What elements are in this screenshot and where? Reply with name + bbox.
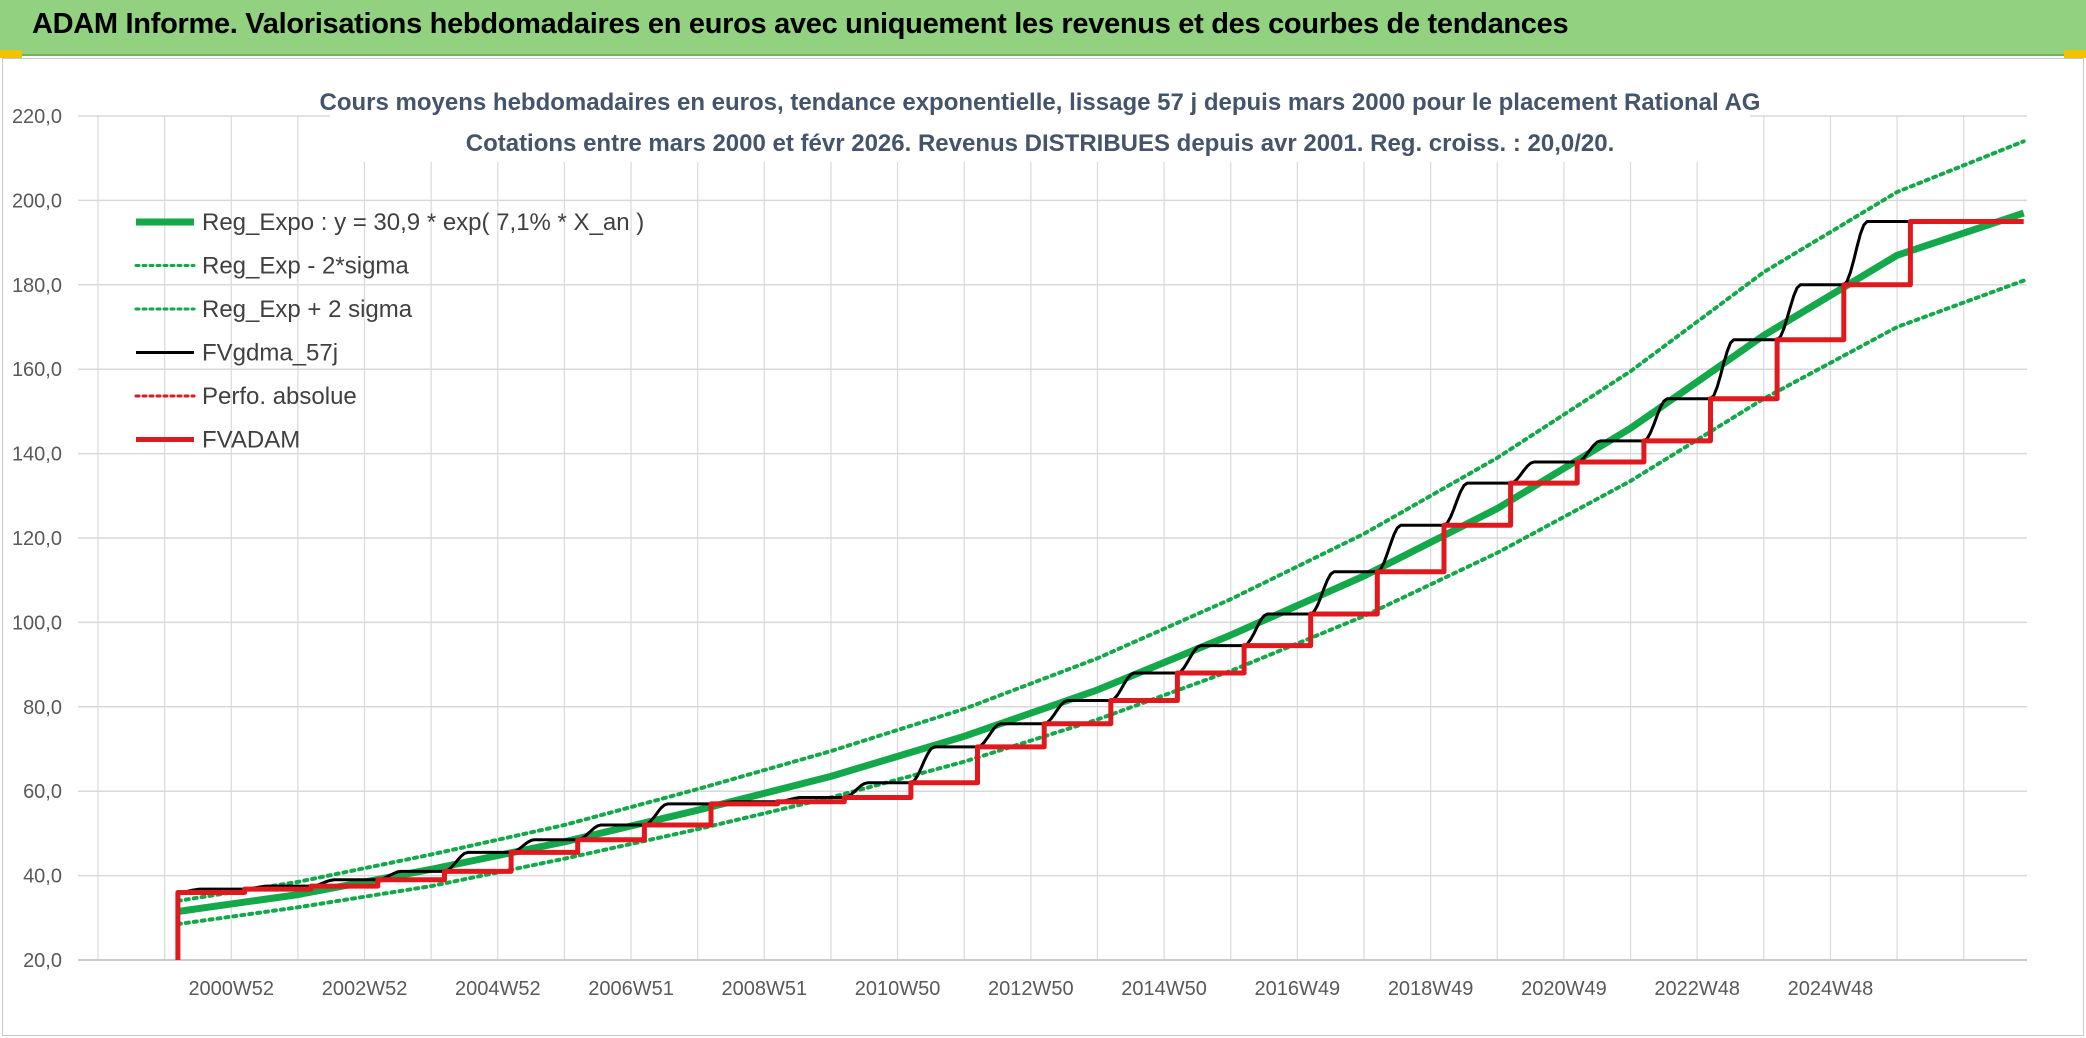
series-line-3 xyxy=(177,220,1977,894)
legend-label: Reg_Exp - 2*sigma xyxy=(202,253,409,280)
chart-subtitle: Cotations entre mars 2000 et févr 2026. … xyxy=(466,130,1615,157)
x-tick-label: 2018W49 xyxy=(1388,978,1474,1000)
series-line-2 xyxy=(175,139,2026,903)
x-tick-label: 2008W51 xyxy=(722,978,808,1000)
grid-lines xyxy=(78,115,2027,961)
y-tick-label: 100,0 xyxy=(12,612,62,634)
chart-frame xyxy=(2,58,2084,1036)
series-line-5 xyxy=(175,219,2024,960)
series-line-0 xyxy=(177,209,2025,915)
title-background xyxy=(330,80,1750,162)
x-tick-label: 2002W52 xyxy=(322,978,408,1000)
x-tick-label: 2012W50 xyxy=(988,978,1074,1000)
x-tick-label: 2022W48 xyxy=(1654,978,1740,1000)
y-tick-label: 20,0 xyxy=(23,950,62,972)
chart-legend: Reg_Expo : y = 30,9 * exp( 7,1% * X_an )… xyxy=(134,209,644,454)
y-tick-label: 140,0 xyxy=(12,444,62,466)
y-tick-label: 220,0 xyxy=(12,106,62,128)
x-tick-label: 2000W52 xyxy=(188,978,274,1000)
y-tick-label: 200,0 xyxy=(12,190,62,212)
legend-label: Reg_Exp + 2 sigma xyxy=(202,296,413,323)
x-tick-label: 2010W50 xyxy=(855,978,941,1000)
corner-marker-left xyxy=(0,50,22,58)
y-tick-label: 40,0 xyxy=(23,866,62,888)
x-tick-label: 2020W49 xyxy=(1521,978,1607,1000)
report-title: ADAM Informe. Valorisations hebdomadaire… xyxy=(32,8,1569,40)
x-tick-label: 2006W51 xyxy=(588,978,674,1000)
legend-label: Reg_Expo : y = 30,9 * exp( 7,1% * X_an ) xyxy=(202,209,644,236)
legend-label: FVgdma_57j xyxy=(202,340,338,367)
y-tick-label: 60,0 xyxy=(23,781,62,803)
report-banner: ADAM Informe. Valorisations hebdomadaire… xyxy=(0,0,2086,56)
x-tick-label: 2004W52 xyxy=(455,978,541,1000)
y-tick-label: 180,0 xyxy=(12,275,62,297)
y-tick-label: 120,0 xyxy=(12,528,62,550)
x-tick-label: 2014W50 xyxy=(1121,978,1207,1000)
chart-title: Cours moyens hebdomadaires en euros, ten… xyxy=(320,89,1761,116)
x-axis: 2000W52 2002W52 2004W52 2006W51 2008W51 2010W… xyxy=(188,978,1873,1000)
corner-marker-right xyxy=(2064,50,2086,58)
series-line-1 xyxy=(175,278,2026,927)
series-layer xyxy=(175,139,2026,960)
y-tick-label: 80,0 xyxy=(23,697,62,719)
x-tick-label: 2024W48 xyxy=(1788,978,1874,1000)
y-axis: 20,0 40,0 60,0 80,0 100,0 120,0 140,0 160,0 180,… xyxy=(12,106,62,972)
y-tick-label: 160,0 xyxy=(12,359,62,381)
legend-label: FVADAM xyxy=(202,427,300,454)
legend-label: Perfo. absolue xyxy=(202,383,357,410)
x-tick-label: 2016W49 xyxy=(1255,978,1341,1000)
